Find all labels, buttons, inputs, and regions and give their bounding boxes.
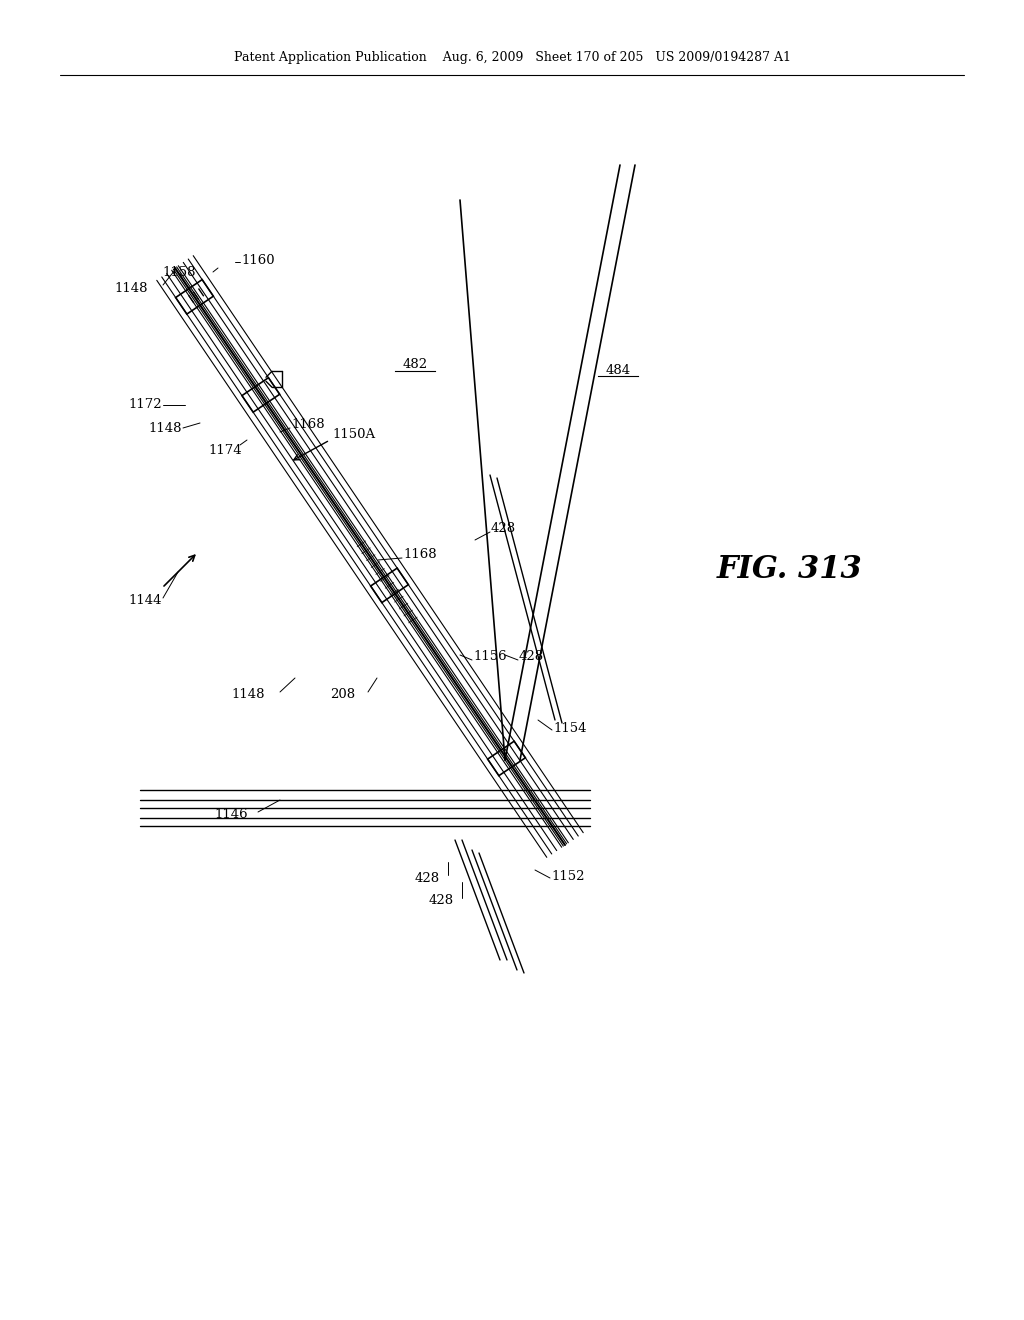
Text: 428: 428 <box>490 521 516 535</box>
Text: 1148: 1148 <box>148 421 182 434</box>
Text: 208: 208 <box>330 689 355 701</box>
Text: 1148: 1148 <box>231 689 265 701</box>
Text: FIG. 313: FIG. 313 <box>717 554 863 586</box>
Text: 1168: 1168 <box>403 549 436 561</box>
Polygon shape <box>487 742 525 776</box>
Text: 428: 428 <box>415 871 440 884</box>
Text: 1174: 1174 <box>208 444 242 457</box>
Text: 1144: 1144 <box>128 594 162 606</box>
Text: 484: 484 <box>605 363 631 376</box>
Text: 1146: 1146 <box>214 808 248 821</box>
Text: Patent Application Publication    Aug. 6, 2009   Sheet 170 of 205   US 2009/0194: Patent Application Publication Aug. 6, 2… <box>233 51 791 65</box>
Text: 1172: 1172 <box>128 399 162 412</box>
Text: 1148: 1148 <box>115 281 148 294</box>
Text: 1156: 1156 <box>473 651 507 664</box>
Text: 428: 428 <box>429 895 454 908</box>
Text: 1154: 1154 <box>553 722 587 734</box>
Polygon shape <box>242 378 280 412</box>
Text: 1160: 1160 <box>241 253 274 267</box>
Polygon shape <box>176 280 213 314</box>
Text: 1152: 1152 <box>551 870 585 883</box>
Text: 482: 482 <box>402 359 428 371</box>
Text: 1150A: 1150A <box>332 429 375 441</box>
Text: 1158: 1158 <box>163 265 196 279</box>
Polygon shape <box>371 568 409 603</box>
Text: 1168: 1168 <box>291 418 325 432</box>
Text: 428: 428 <box>519 651 544 664</box>
